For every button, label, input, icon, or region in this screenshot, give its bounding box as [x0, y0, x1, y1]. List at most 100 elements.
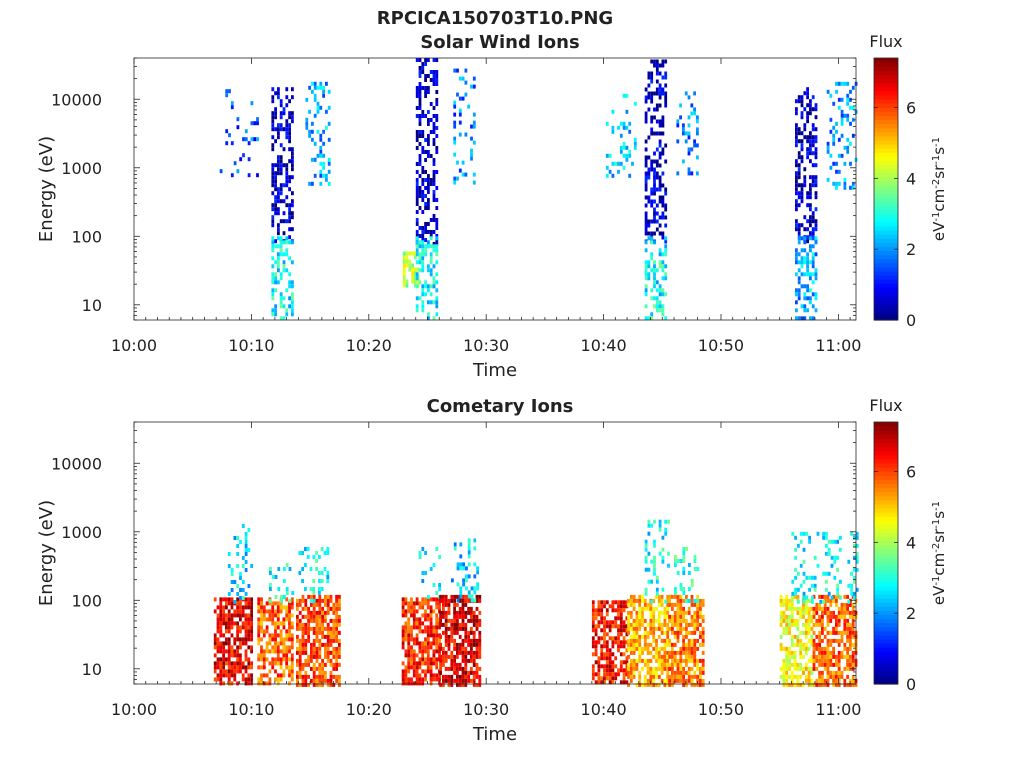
- heatmap-cell: [679, 650, 683, 655]
- heatmap-cell: [635, 666, 639, 671]
- heatmap-cell: [809, 195, 812, 200]
- heatmap-cell: [658, 264, 662, 269]
- heatmap-cell: [847, 599, 851, 604]
- heatmap-cell: [319, 149, 323, 154]
- heatmap-cell: [439, 666, 442, 671]
- heatmap-cell: [644, 215, 648, 220]
- heatmap-cell: [600, 636, 604, 641]
- heatmap-cell: [216, 625, 220, 630]
- heatmap-cell: [797, 191, 801, 196]
- heatmap-cell: [290, 613, 294, 618]
- heatmap-cell: [447, 666, 451, 671]
- heatmap-cell: [836, 583, 839, 588]
- heatmap-cell: [458, 112, 462, 117]
- heatmap-cell: [810, 654, 814, 659]
- heatmap-cell: [650, 268, 654, 273]
- heatmap-cell: [600, 600, 604, 605]
- heatmap-cell: [321, 598, 324, 603]
- heatmap-cell: [456, 666, 459, 671]
- heatmap-cell: [418, 74, 422, 78]
- heatmap-cell: [291, 95, 294, 100]
- heatmap-cell: [236, 637, 239, 642]
- heatmap-cell: [453, 112, 457, 117]
- heatmap-cell: [464, 634, 468, 639]
- heatmap-cell: [799, 642, 803, 647]
- heatmap-cell: [809, 236, 812, 241]
- heatmap-cell: [671, 658, 674, 663]
- heatmap-cell: [807, 670, 811, 675]
- heatmap-cell: [797, 260, 801, 265]
- heatmap-cell: [421, 677, 425, 682]
- heatmap-cell: [627, 666, 630, 671]
- heatmap-cell: [631, 161, 634, 166]
- heatmap-cell: [673, 622, 677, 627]
- heatmap-cell: [795, 191, 798, 196]
- heatmap-cell: [429, 629, 433, 634]
- heatmap-cell: [472, 682, 476, 687]
- colorbar-band: [874, 503, 898, 509]
- heatmap-cell: [277, 236, 280, 241]
- heatmap-cell: [439, 618, 442, 623]
- heatmap-cell: [811, 135, 815, 140]
- heatmap-cell: [310, 666, 313, 671]
- heatmap-cell: [478, 666, 482, 671]
- heatmap-cell: [288, 127, 291, 132]
- heatmap-cell: [439, 634, 442, 639]
- heatmap-cell: [597, 640, 601, 645]
- heatmap-cell: [322, 141, 325, 146]
- heatmap-cell: [843, 610, 847, 615]
- heatmap-cell: [811, 139, 815, 144]
- heatmap-cell: [459, 594, 463, 599]
- heatmap-cell: [809, 111, 812, 116]
- heatmap-cell: [829, 614, 833, 619]
- heatmap-cell: [625, 616, 629, 621]
- heatmap-cell: [250, 101, 254, 106]
- heatmap-cell: [282, 669, 286, 674]
- heatmap-cell: [453, 626, 456, 631]
- heatmap-cell: [687, 131, 691, 136]
- heatmap-cell: [311, 129, 314, 134]
- heatmap-cell: [851, 634, 855, 639]
- heatmap-cell: [673, 642, 677, 647]
- heatmap-cell: [265, 601, 269, 606]
- heatmap-cell: [236, 564, 240, 568]
- heatmap-cell: [472, 124, 476, 129]
- heatmap-cell: [788, 658, 791, 663]
- heatmap-cell: [225, 669, 228, 674]
- heatmap-cell: [401, 633, 405, 638]
- heatmap-cell: [250, 665, 253, 670]
- heatmap-cell: [655, 119, 659, 124]
- heatmap-cell: [788, 666, 791, 671]
- heatmap-cell: [444, 598, 448, 603]
- y-tick-label: 10: [82, 296, 102, 315]
- heatmap-cell: [693, 618, 697, 623]
- heatmap-cell: [444, 614, 448, 619]
- heatmap-cell: [301, 606, 305, 611]
- heatmap-cell: [682, 551, 686, 555]
- heatmap-cell: [470, 156, 473, 161]
- heatmap-cell: [635, 646, 639, 651]
- heatmap-cell: [701, 618, 705, 623]
- heatmap-cell: [795, 288, 798, 293]
- heatmap-cell: [447, 606, 451, 611]
- heatmap-cell: [291, 199, 294, 204]
- heatmap-cell: [320, 587, 324, 591]
- heatmap-cell: [644, 147, 648, 152]
- heatmap-cell: [835, 181, 838, 186]
- heatmap-cell: [826, 642, 830, 647]
- heatmap-cell: [655, 591, 659, 596]
- heatmap-cell: [644, 223, 648, 228]
- heatmap-cell: [426, 657, 430, 662]
- heatmap-cell: [809, 103, 812, 108]
- heatmap-cell: [277, 256, 280, 261]
- heatmap-cell: [410, 681, 413, 686]
- heatmap-cell: [650, 559, 654, 564]
- heatmap-cell: [432, 162, 436, 166]
- heatmap-cell: [315, 630, 319, 635]
- heatmap-cell: [796, 610, 800, 615]
- heatmap-cell: [614, 664, 618, 669]
- heatmap-cell: [644, 543, 648, 548]
- heatmap-cell: [310, 614, 313, 619]
- heatmap-cell: [843, 177, 847, 182]
- colorbar-band: [874, 507, 898, 513]
